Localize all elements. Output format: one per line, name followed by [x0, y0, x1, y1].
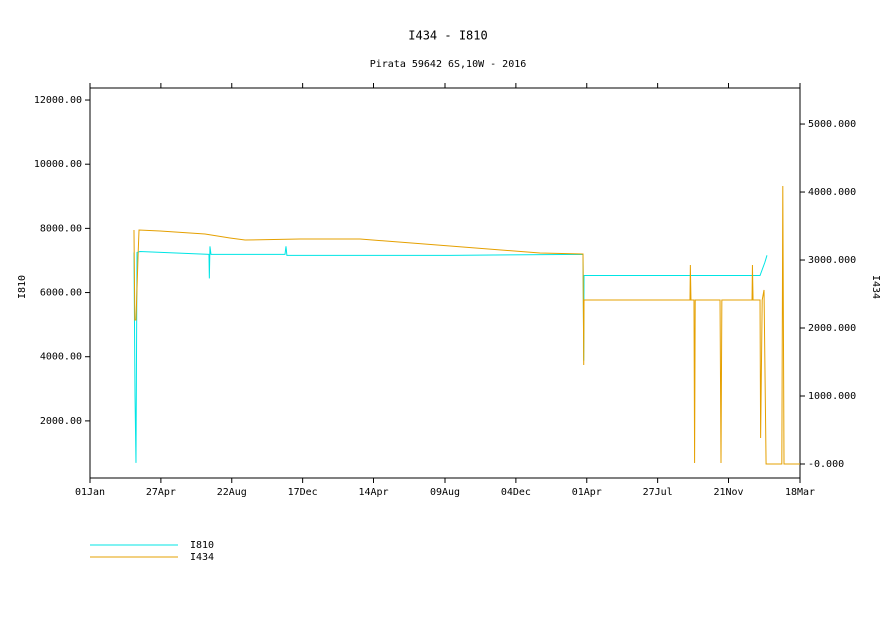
y2-tick-label: 3000.000 — [808, 255, 856, 266]
x-tick-label: 14Apr — [358, 487, 388, 498]
series-line — [133, 246, 768, 463]
x-tick-label: 22Aug — [217, 487, 247, 498]
x-tick-label: 04Dec — [501, 487, 531, 498]
x-tick-label: 01Jan — [75, 487, 105, 498]
x-tick-label: 17Dec — [288, 487, 318, 498]
x-tick-label: 09Aug — [430, 487, 460, 498]
y-tick-label: 4000.00 — [40, 352, 82, 363]
x-tick-label: 18Mar — [785, 487, 815, 498]
y-tick-label: 8000.00 — [40, 223, 82, 234]
y-tick-label: 6000.00 — [40, 288, 82, 299]
x-tick-label: 27Apr — [146, 487, 176, 498]
y2-tick-label: -0.000 — [808, 459, 844, 470]
chart-title: I434 - I810 — [408, 29, 487, 43]
series-line — [133, 186, 800, 465]
y-tick-label: 10000.00 — [34, 159, 82, 170]
y2-tick-label: 4000.000 — [808, 187, 856, 198]
y-tick-label: 2000.00 — [40, 416, 82, 427]
x-tick-label: 27Jul — [643, 487, 673, 498]
y2-tick-label: 5000.000 — [808, 119, 856, 130]
y2-tick-label: 2000.000 — [808, 323, 856, 334]
legend-label: I810 — [190, 540, 214, 551]
y2-tick-label: 1000.000 — [808, 391, 856, 402]
legend-label: I434 — [190, 552, 214, 563]
y-tick-label: 12000.00 — [34, 95, 82, 106]
x-tick-label: 01Apr — [572, 487, 602, 498]
x-tick-label: 21Nov — [713, 487, 743, 498]
y-axis-label: I810 — [17, 275, 28, 299]
plot-frame — [89, 87, 801, 479]
chart-subtitle: Pirata 59642 6S,10W - 2016 — [370, 59, 527, 70]
y2-axis-label: I434 — [870, 275, 881, 299]
